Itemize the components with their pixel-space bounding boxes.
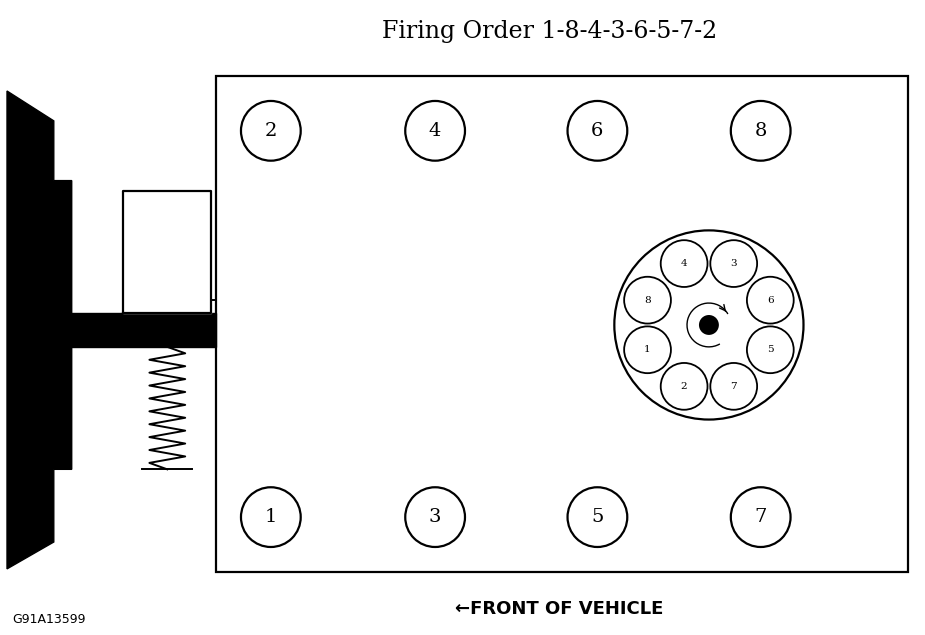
- Polygon shape: [7, 91, 72, 569]
- Text: 3: 3: [429, 508, 441, 526]
- Circle shape: [624, 277, 671, 324]
- Bar: [216, 76, 908, 572]
- Text: 5: 5: [767, 345, 773, 354]
- Circle shape: [241, 487, 301, 547]
- Circle shape: [746, 326, 794, 373]
- Circle shape: [746, 277, 794, 324]
- Circle shape: [405, 101, 465, 161]
- Text: 5: 5: [591, 508, 604, 526]
- Text: 4: 4: [681, 259, 687, 268]
- Circle shape: [699, 315, 719, 335]
- Circle shape: [710, 363, 758, 410]
- Text: 8: 8: [644, 296, 651, 305]
- Text: 4: 4: [429, 122, 441, 140]
- Circle shape: [731, 101, 791, 161]
- Polygon shape: [124, 190, 211, 313]
- Text: G91A13599: G91A13599: [12, 613, 85, 625]
- Text: 1: 1: [644, 345, 651, 354]
- Circle shape: [614, 231, 804, 420]
- Text: Firing Order 1-8-4-3-6-5-7-2: Firing Order 1-8-4-3-6-5-7-2: [382, 20, 717, 43]
- Text: 8: 8: [755, 122, 767, 140]
- Circle shape: [710, 240, 758, 287]
- Text: 3: 3: [731, 259, 737, 268]
- Text: 6: 6: [591, 122, 604, 140]
- Text: 7: 7: [731, 382, 737, 391]
- Circle shape: [568, 101, 627, 161]
- Circle shape: [568, 487, 627, 547]
- Text: 2: 2: [681, 382, 687, 391]
- Text: ←FRONT OF VEHICLE: ←FRONT OF VEHICLE: [455, 599, 664, 618]
- Circle shape: [624, 326, 671, 373]
- Circle shape: [405, 487, 465, 547]
- Circle shape: [660, 240, 708, 287]
- Polygon shape: [54, 313, 216, 347]
- Text: 1: 1: [265, 508, 277, 526]
- Text: 2: 2: [265, 122, 277, 140]
- Text: 6: 6: [767, 296, 773, 305]
- Circle shape: [241, 101, 301, 161]
- Circle shape: [660, 363, 708, 410]
- Circle shape: [731, 487, 791, 547]
- Text: 7: 7: [755, 508, 767, 526]
